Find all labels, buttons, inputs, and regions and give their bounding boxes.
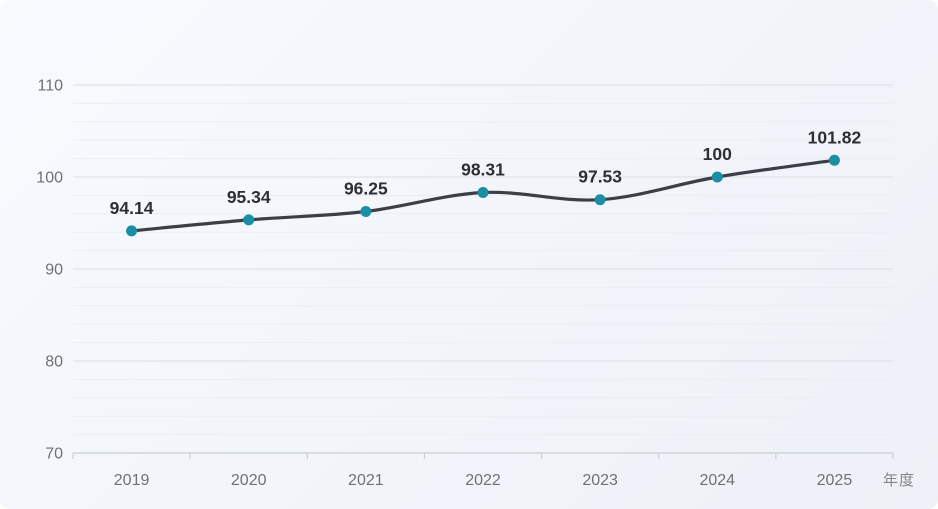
data-point — [243, 214, 255, 226]
x-tick-label: 2020 — [231, 472, 267, 489]
data-point-label: 94.14 — [110, 198, 154, 218]
data-point — [477, 187, 489, 199]
data-point-label: 98.31 — [461, 160, 505, 180]
y-tick-label: 110 — [37, 78, 63, 95]
x-tick-label: 2019 — [114, 472, 150, 489]
x-tick-label: 2021 — [348, 472, 384, 489]
y-tick-label: 70 — [45, 446, 63, 463]
data-point-label: 100 — [703, 144, 732, 164]
data-point — [594, 194, 606, 206]
y-tick-label: 100 — [36, 170, 63, 187]
y-tick-label: 90 — [45, 262, 63, 279]
data-point — [711, 171, 723, 183]
data-point — [126, 225, 138, 237]
data-point-label: 97.53 — [578, 167, 622, 187]
x-tick-label: 2024 — [699, 472, 735, 489]
x-tick-label: 2022 — [465, 472, 501, 489]
x-tick-label: 2023 — [582, 472, 618, 489]
data-point — [828, 154, 840, 166]
data-point — [360, 206, 372, 217]
x-tick-label: 2025 — [817, 472, 853, 489]
data-point-label: 96.25 — [344, 179, 388, 199]
x-axis-unit-label: 年度 — [883, 472, 916, 489]
data-point-label: 101.82 — [808, 127, 862, 147]
data-point-label: 95.34 — [227, 187, 271, 207]
y-tick-label: 80 — [45, 354, 63, 371]
